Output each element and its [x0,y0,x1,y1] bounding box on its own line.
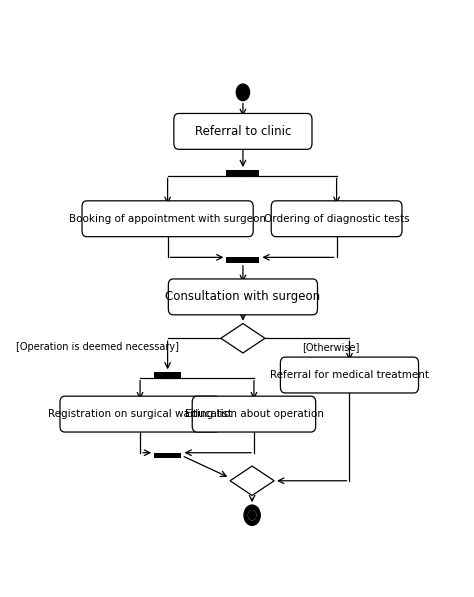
Circle shape [237,84,249,101]
Text: [Operation is deemed necessary]: [Operation is deemed necessary] [16,343,179,352]
Bar [154,373,182,378]
FancyBboxPatch shape [271,201,402,236]
Text: Consultation with surgeon: Consultation with surgeon [165,290,320,303]
Circle shape [248,510,256,520]
Circle shape [244,505,260,525]
Text: Registration on surgical waiting list: Registration on surgical waiting list [48,409,232,419]
FancyBboxPatch shape [192,396,316,432]
FancyBboxPatch shape [174,113,312,149]
Text: [Otherwise]: [Otherwise] [301,343,359,352]
FancyBboxPatch shape [82,201,253,236]
Text: Ordering of diagnostic tests: Ordering of diagnostic tests [264,214,410,224]
Text: Education about operation: Education about operation [184,409,323,419]
FancyBboxPatch shape [60,396,220,432]
Circle shape [248,510,256,520]
Polygon shape [230,466,274,496]
Polygon shape [221,324,265,353]
Text: Referral for medical treatment: Referral for medical treatment [270,370,429,380]
Bar [227,170,259,176]
FancyBboxPatch shape [168,279,318,315]
Text: Referral to clinic: Referral to clinic [195,125,291,138]
Bar [154,453,182,458]
Bar [227,257,259,263]
Text: Booking of appointment with surgeon: Booking of appointment with surgeon [69,214,266,224]
FancyBboxPatch shape [281,357,419,393]
